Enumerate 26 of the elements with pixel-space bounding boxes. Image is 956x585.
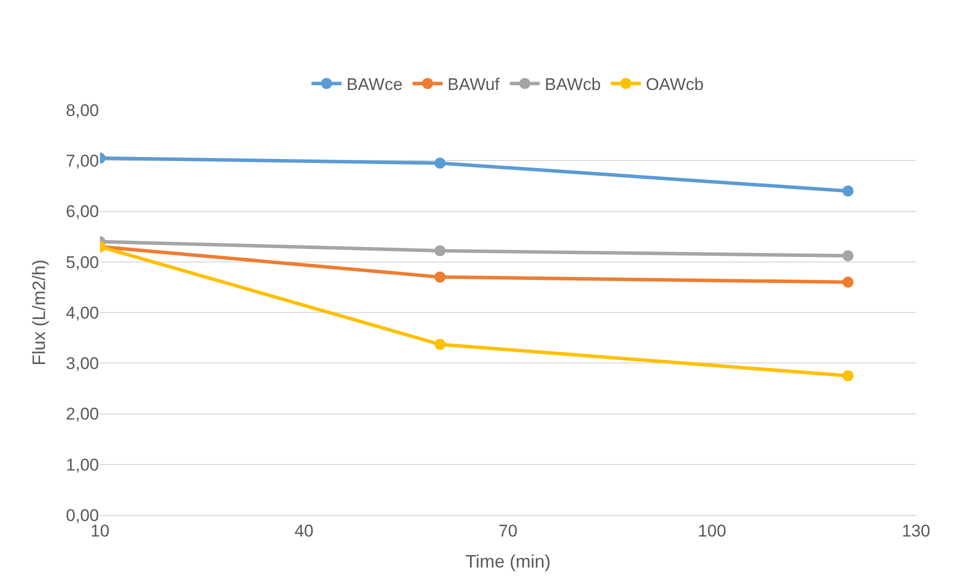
y-tick-label: 8,00 — [66, 100, 99, 120]
y-tick-label: 6,00 — [66, 202, 99, 222]
point — [434, 158, 446, 169]
y-tick-label: 5,00 — [66, 252, 99, 272]
y-axis-title: Flux (L/m2/h) — [29, 259, 50, 366]
y-tick-label: 7,00 — [66, 152, 99, 171]
point — [434, 272, 446, 283]
point — [434, 245, 446, 256]
x-tick-label: 40 — [294, 521, 314, 540]
y-tick-label: 3,00 — [66, 354, 99, 374]
point — [842, 186, 854, 196]
x-tick-label: 100 — [698, 521, 726, 540]
legend-label: BAWuf — [448, 75, 500, 94]
y-tick-label: 1,00 — [66, 455, 99, 474]
legend-label: BAWce — [346, 75, 403, 94]
legend-label: OAWcb — [646, 75, 704, 94]
point — [842, 370, 854, 382]
x-tick-label: 70 — [498, 521, 518, 540]
x-tick-label: 130 — [902, 521, 930, 540]
x-axis-title: Time (min) — [465, 552, 551, 572]
legend-label: BAWcb — [544, 75, 601, 94]
y-tick-label: 4,00 — [66, 303, 99, 322]
point — [842, 276, 854, 288]
point — [842, 250, 854, 262]
y-tick-label: 2,00 — [66, 404, 99, 424]
point — [434, 338, 446, 350]
